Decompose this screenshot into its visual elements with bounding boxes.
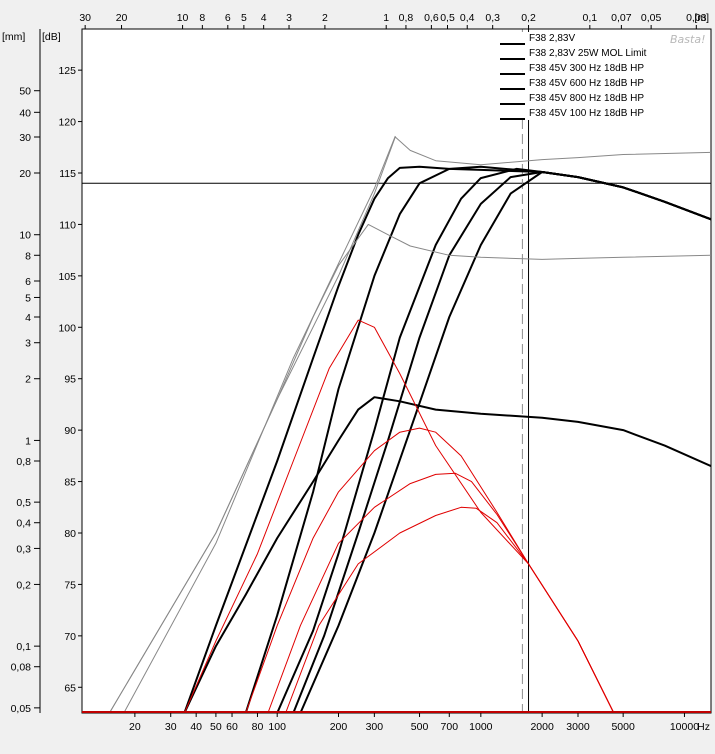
x-tick-label: 40	[190, 721, 202, 733]
top-tick-label: 1	[383, 12, 389, 24]
top-tick-label: 3	[286, 12, 292, 24]
axes: 20 30 40 50 60 80 100 200 300 500 700 1000 2000 3000 5…	[2, 12, 710, 733]
y-tick-label: 105	[58, 271, 76, 283]
top-tick-label: 6	[225, 12, 231, 24]
x-unit-label: Hz	[697, 721, 710, 733]
watermark-text: Basta!	[670, 33, 705, 46]
legend-label: F38 2,83V	[529, 33, 575, 44]
top-tick-label: 10	[177, 12, 189, 24]
series-line-0	[183, 396, 711, 713]
top-tick-label: 30	[79, 12, 91, 24]
mm-tick-label: 40	[19, 107, 31, 119]
plot-frame	[81, 28, 712, 714]
mm-tick-label: 50	[19, 86, 31, 98]
x-tick-label: 20	[129, 721, 141, 733]
y-tick-label: 100	[58, 322, 76, 334]
mm-tick-label: 0,3	[16, 543, 31, 555]
top-tick-label: 20	[116, 12, 128, 24]
mm-tick-label: 10	[19, 230, 31, 242]
mm-tick-label: 3	[25, 338, 31, 350]
x-tick-label: 200	[330, 721, 348, 733]
top-tick-label: 0,3	[485, 12, 500, 24]
legend-label: F38 45V 100 Hz 18dB HP	[529, 108, 644, 119]
top-tick-label: 0,6	[424, 12, 439, 24]
mm-tick-label: 0,5	[16, 497, 31, 509]
top-tick-label: 0,8	[399, 12, 414, 24]
y-tick-label: 85	[64, 477, 76, 489]
mm-tick-label: 8	[25, 250, 31, 262]
x-tick-label: 700	[441, 721, 459, 733]
x-tick-label: 30	[165, 721, 177, 733]
mm-tick-label: 30	[19, 132, 31, 144]
top-tick-label: 5	[241, 12, 247, 24]
x-tick-label: 80	[252, 721, 264, 733]
top-unit-label: [m]	[694, 12, 709, 24]
x-tick-label: 10000	[670, 721, 699, 733]
y-tick-label: 75	[64, 579, 76, 591]
y-unit-label: [dB]	[42, 31, 61, 43]
mm-tick-label: 5	[25, 292, 31, 304]
x-tick-label: 300	[366, 721, 384, 733]
top-tick-label: 4	[261, 12, 267, 24]
y-tick-label: 125	[58, 65, 76, 77]
x-tick-label: 500	[411, 721, 429, 733]
mm-tick-label: 0,05	[11, 703, 32, 715]
mm-tick-label: 0,2	[16, 579, 31, 591]
mm-tick-label: 0,4	[16, 518, 31, 530]
x-tick-label: 1000	[469, 721, 493, 733]
top-tick-label: 0,03	[686, 12, 707, 24]
legend-label: F38 45V 300 Hz 18dB HP	[529, 63, 644, 74]
y-tick-label: 65	[64, 682, 76, 694]
top-tick-label: 0,4	[460, 12, 475, 24]
top-tick-label: 2	[322, 12, 328, 24]
x-tick-label: 60	[226, 721, 238, 733]
mm-tick-label: 0,1	[16, 641, 31, 653]
legend-label: F38 45V 800 Hz 18dB HP	[529, 93, 644, 104]
x-tick-label: 2000	[530, 721, 554, 733]
series-group	[82, 135, 711, 713]
top-tick-label: 0,1	[583, 12, 598, 24]
legend-background	[495, 32, 655, 120]
plot-background	[82, 29, 711, 713]
mm-tick-label: 6	[25, 276, 31, 288]
series-line-5	[299, 171, 711, 713]
y-tick-label: 115	[59, 168, 76, 180]
top-tick-label: 8	[199, 12, 205, 24]
y-tick-label: 95	[64, 374, 76, 386]
legend-label: F38 45V 600 Hz 18dB HP	[529, 78, 644, 89]
series-clip-group	[108, 135, 711, 713]
mm-tick-label: 20	[19, 168, 31, 180]
top-tick-label: 0,2	[521, 12, 536, 24]
top-tick-label: 0,5	[440, 12, 455, 24]
mm-tick-label: 2	[25, 374, 31, 386]
x-tick-label: 100	[268, 721, 286, 733]
y-tick-label: 80	[64, 528, 76, 540]
top-tick-label: 0,07	[611, 12, 632, 24]
y-tick-label: 110	[59, 219, 76, 231]
mm-tick-label: 0,08	[11, 662, 32, 674]
series-line-7	[108, 223, 711, 713]
series-line-12	[285, 506, 615, 713]
y-tick-label: 90	[64, 425, 76, 437]
x-tick-label: 5000	[611, 721, 635, 733]
x-tick-label: 3000	[566, 721, 590, 733]
series-line-8	[123, 135, 396, 713]
mm-tick-label: 1	[25, 435, 31, 447]
legend: F38 2,83V F38 2,83V 25W MOL Limit F38 45V …	[495, 32, 655, 120]
y-tick-label: 120	[58, 117, 76, 129]
top-tick-label: 0,05	[641, 12, 662, 24]
x-tick-label: 50	[210, 721, 222, 733]
mm-tick-label: 4	[25, 312, 31, 324]
y-tick-label: 70	[64, 631, 76, 643]
legend-label: F38 2,83V 25W MOL Limit	[529, 48, 647, 59]
mm-unit-label: [mm]	[2, 31, 25, 43]
mm-tick-label: 0,8	[16, 456, 31, 468]
